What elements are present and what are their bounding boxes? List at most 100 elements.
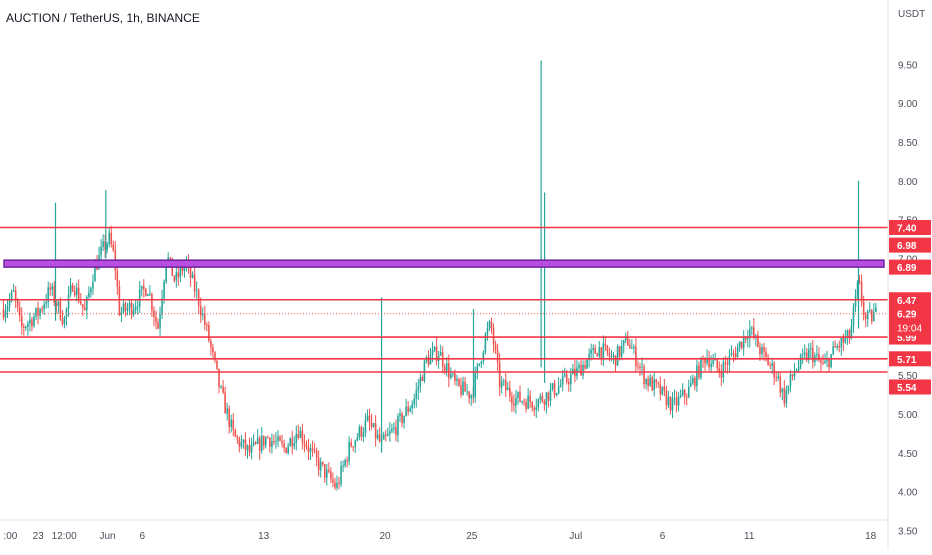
candle-body bbox=[665, 390, 668, 406]
candle-body bbox=[777, 376, 780, 379]
candle-body bbox=[340, 466, 342, 485]
candle-body bbox=[563, 374, 566, 377]
candle-body bbox=[870, 310, 873, 322]
candle-body bbox=[842, 338, 845, 343]
level-price-tag: 6.47 bbox=[897, 296, 917, 307]
candle-body bbox=[848, 330, 851, 339]
candle-body bbox=[590, 349, 592, 354]
price-tick-label: 4.00 bbox=[898, 488, 918, 499]
candle-body bbox=[659, 383, 662, 395]
candle-body bbox=[494, 344, 497, 351]
time-tick-label: :00 bbox=[3, 531, 17, 542]
candle-body bbox=[718, 368, 721, 374]
candle-body bbox=[498, 362, 501, 388]
candle-body bbox=[706, 358, 708, 364]
candle-body bbox=[641, 366, 643, 368]
candle-body bbox=[189, 264, 192, 278]
candle-body bbox=[836, 345, 839, 348]
candle-body bbox=[496, 350, 499, 363]
candle-body bbox=[775, 377, 778, 379]
candle-body bbox=[799, 355, 802, 368]
candle-body bbox=[110, 232, 113, 245]
candle-body bbox=[226, 408, 228, 414]
candle-body bbox=[389, 431, 391, 434]
candle-body bbox=[403, 415, 405, 424]
candle-body bbox=[391, 429, 393, 432]
candle-body bbox=[94, 263, 96, 282]
candle-body bbox=[486, 328, 489, 335]
time-axis[interactable]: :00 23 12:00 Jun 6 13 20 25 Jul 6 11 18 bbox=[3, 531, 876, 542]
candle-body bbox=[323, 464, 326, 478]
candle-body bbox=[67, 294, 70, 309]
candle-body bbox=[557, 386, 560, 394]
candle-body bbox=[33, 316, 35, 327]
candle-body bbox=[421, 377, 424, 381]
price-tick-label: 8.00 bbox=[898, 177, 918, 188]
candle-body bbox=[761, 347, 763, 355]
candle-body bbox=[362, 432, 365, 437]
candle-body bbox=[297, 433, 300, 438]
candle-body bbox=[132, 310, 135, 315]
candle-body bbox=[181, 267, 184, 271]
candle-body bbox=[393, 427, 395, 430]
zone-high-tag-bg bbox=[889, 237, 931, 253]
candle-body bbox=[140, 285, 143, 290]
time-tick-label: 12:00 bbox=[52, 531, 77, 542]
candle-body bbox=[679, 395, 682, 397]
candle-body bbox=[582, 364, 584, 376]
candle-body bbox=[667, 396, 670, 406]
countdown-label: 19:04 bbox=[897, 324, 922, 335]
candle-body bbox=[142, 285, 145, 290]
candle-body bbox=[279, 436, 281, 441]
candle-body bbox=[334, 482, 336, 488]
time-tick-label: 6 bbox=[660, 531, 666, 542]
candle-body bbox=[852, 306, 855, 326]
chart-title: AUCTION / TetherUS, 1h, BINANCE bbox=[6, 11, 200, 25]
candle-body bbox=[145, 289, 147, 296]
candle-body bbox=[547, 392, 550, 401]
candle-body bbox=[317, 458, 320, 471]
level-price-tag: 5.54 bbox=[897, 383, 917, 394]
level-price-tag-bg bbox=[889, 379, 931, 395]
candle-body bbox=[248, 445, 251, 453]
candle-body bbox=[214, 352, 216, 361]
price-tick-label: 5.50 bbox=[898, 371, 918, 382]
candle-body bbox=[43, 304, 45, 310]
candle-body bbox=[281, 440, 283, 444]
candle-body bbox=[291, 438, 294, 447]
candle-body bbox=[368, 415, 371, 423]
candle-body bbox=[405, 406, 407, 416]
candle-body bbox=[742, 336, 745, 349]
candle-body bbox=[236, 436, 239, 439]
candle-body bbox=[16, 299, 19, 308]
candle-body bbox=[108, 232, 111, 245]
candle-body bbox=[230, 419, 233, 427]
candle-body bbox=[423, 360, 426, 381]
candle-body bbox=[728, 355, 731, 365]
candle-body bbox=[797, 367, 800, 371]
candle-body bbox=[387, 433, 389, 436]
candle-body bbox=[773, 363, 775, 378]
candle-body bbox=[413, 398, 416, 405]
candle-body bbox=[500, 381, 503, 388]
candle-body bbox=[287, 446, 289, 453]
candle-body bbox=[159, 314, 161, 329]
candle-body bbox=[873, 311, 875, 322]
candle-body bbox=[712, 360, 714, 364]
candle-body bbox=[484, 334, 487, 353]
candle-body bbox=[395, 427, 397, 436]
candle-body bbox=[90, 288, 92, 293]
candle-body bbox=[708, 358, 710, 368]
candle-body bbox=[657, 382, 660, 384]
candle-body bbox=[458, 378, 460, 386]
candle-body bbox=[409, 408, 411, 412]
candle-body bbox=[352, 446, 355, 448]
candle-body bbox=[616, 346, 619, 366]
candle-body bbox=[193, 274, 196, 292]
candle-body bbox=[535, 407, 538, 410]
candle-body bbox=[262, 435, 265, 446]
candle-body bbox=[549, 389, 552, 401]
candle-body bbox=[240, 442, 243, 447]
